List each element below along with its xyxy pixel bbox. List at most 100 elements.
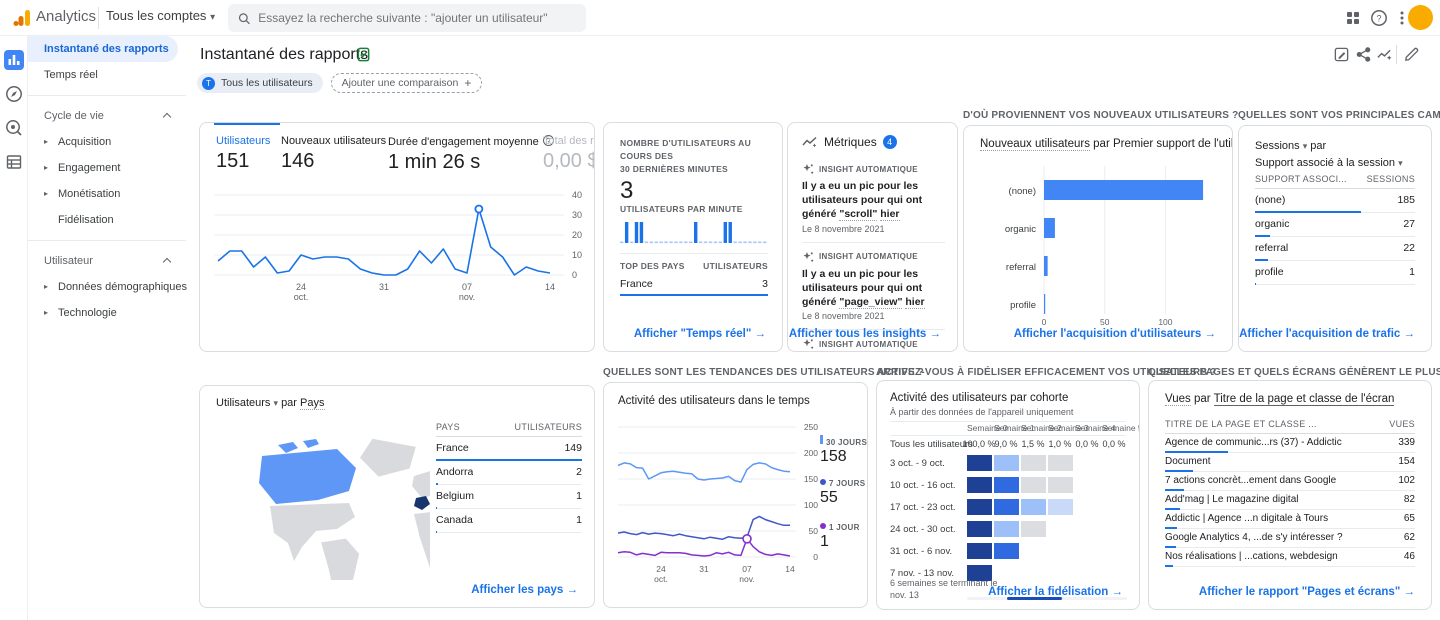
edit-icon[interactable] xyxy=(1403,46,1420,63)
account-selector[interactable]: Tous les comptes ▾ xyxy=(106,8,216,23)
cohort-cell[interactable] xyxy=(967,521,992,537)
svg-text:50: 50 xyxy=(1100,317,1110,326)
help-icon[interactable]: ? xyxy=(1370,9,1388,27)
pages-chart-title[interactable]: Vues par Titre de la page et classe de l… xyxy=(1165,393,1395,406)
sidebar-item-acquisition[interactable]: ▸ Acquisition xyxy=(28,129,186,155)
cohort-week-header: Semaine 5 xyxy=(1102,423,1140,433)
new-users-question: D'OÙ PROVIENNENT VOS NOUVEAUX UTILISATEU… xyxy=(963,110,1239,121)
help-icon[interactable]: ? xyxy=(542,135,554,146)
cohort-cell[interactable] xyxy=(1048,455,1073,471)
view-pages-report-link[interactable]: Afficher le rapport "Pages et écrans" xyxy=(1199,586,1415,598)
overview-tab-utilisateurs[interactable]: Utilisateurs 151 xyxy=(213,123,281,172)
rail-reports-icon[interactable] xyxy=(3,50,24,70)
rail-library-icon[interactable] xyxy=(4,152,24,172)
rail-advertising-icon[interactable] xyxy=(4,118,24,138)
overview-tab-duree-d-engagement-moyenne[interactable]: Durée d'engagement moyenne? 1 min 26 s xyxy=(388,135,554,174)
page-row[interactable]: Nos réalisations | ...cations, webdesign… xyxy=(1165,548,1415,567)
page-row[interactable]: Agence de communic...rs (37) - Addictic 3… xyxy=(1165,434,1415,453)
cohort-cell[interactable] xyxy=(967,499,992,515)
cohort-cell[interactable] xyxy=(1048,499,1073,515)
cohort-cell[interactable] xyxy=(994,455,1019,471)
view-realtime-link[interactable]: Afficher "Temps réel" xyxy=(634,328,766,340)
page-title: Instantané des rapports xyxy=(200,46,369,63)
navigation-rail xyxy=(0,36,28,620)
campaigns-card: Sessions ▾ par Support associé à la sess… xyxy=(1238,125,1432,352)
insights-icon[interactable] xyxy=(1376,46,1393,63)
insights-count-badge: 4 xyxy=(882,135,897,149)
apps-grid-icon[interactable] xyxy=(1344,9,1362,27)
add-comparison-chip[interactable]: Ajouter une comparaison + xyxy=(330,73,483,93)
campaign-row[interactable]: organic 27 xyxy=(1255,213,1415,237)
analytics-logo-icon[interactable] xyxy=(12,8,32,28)
campaigns-chart-title[interactable]: Sessions ▾ par Support associé à la sess… xyxy=(1255,140,1403,169)
cohort-cell[interactable] xyxy=(994,521,1019,537)
cohort-cell[interactable] xyxy=(994,499,1019,515)
view-retention-link[interactable]: Afficher la fidélisation xyxy=(988,586,1123,598)
country-row[interactable]: Belgium 1 xyxy=(436,485,582,509)
cohort-scrollbar[interactable] xyxy=(967,597,1127,600)
new-users-chart-title[interactable]: Nouveaux utilisateurs par Premier suppor… xyxy=(980,138,1233,151)
sidebar-item-utilisateur[interactable]: Utilisateur xyxy=(28,248,186,274)
cohort-cell[interactable] xyxy=(967,455,992,471)
view-all-insights-link[interactable]: Afficher tous les insights xyxy=(789,328,941,340)
page-row[interactable]: Document 154 xyxy=(1165,453,1415,472)
page-row[interactable]: Add'mag | Le magazine digital 82 xyxy=(1165,491,1415,510)
row-bar xyxy=(1255,259,1268,261)
data-quality-icon[interactable] xyxy=(356,47,371,62)
cohort-cell[interactable] xyxy=(967,477,992,493)
campaign-row[interactable]: (none) 185 xyxy=(1255,189,1415,213)
sidebar-item-technologie[interactable]: ▸ Technologie xyxy=(28,300,186,326)
svg-text:150: 150 xyxy=(804,474,818,484)
share-icon[interactable] xyxy=(1355,46,1372,63)
insight-item[interactable]: INSIGHT AUTOMATIQUE Il y a eu un pic pour… xyxy=(802,164,923,234)
campaign-row[interactable]: profile 1 xyxy=(1255,261,1415,285)
cohort-cell[interactable] xyxy=(967,565,992,581)
rail-explore-icon[interactable] xyxy=(4,84,24,104)
overview-tab-nouveaux-utilisateurs[interactable]: Nouveaux utilisateurs 146 xyxy=(281,135,387,172)
cohort-cell[interactable] xyxy=(1021,455,1046,471)
cohort-cell[interactable] xyxy=(994,477,1019,493)
table-row[interactable]: France 3 xyxy=(620,273,768,296)
country-row[interactable]: Andorra 2 xyxy=(436,461,582,485)
table-header: SUPPORT ASSOCI... SESSIONS xyxy=(1255,174,1415,189)
sidebar-item-temps-reel[interactable]: Temps réel xyxy=(44,69,98,81)
sidebar-item-engagement[interactable]: ▸ Engagement xyxy=(28,155,186,181)
sidebar-item-monetisation[interactable]: ▸ Monétisation xyxy=(28,181,186,207)
cohort-cell[interactable] xyxy=(994,543,1019,559)
page-row[interactable]: Addictic | Agence ...n digitale à Tours 6… xyxy=(1165,510,1415,529)
map-france[interactable] xyxy=(414,496,430,510)
cohort-all-users-value: 0,0 % xyxy=(1075,439,1099,449)
countries-chart-title[interactable]: Utilisateurs ▾ par Pays xyxy=(216,397,325,410)
search-input[interactable] xyxy=(258,11,576,25)
map-canada[interactable] xyxy=(259,449,356,504)
cohort-cell[interactable] xyxy=(967,543,992,559)
country-row[interactable]: Canada 1 xyxy=(436,509,582,533)
view-user-acquisition-link[interactable]: Afficher l'acquisition d'utilisateurs xyxy=(1014,328,1216,340)
overview-tab-total-des-reve[interactable]: Total des reve0,00 $ xyxy=(543,135,595,172)
page-row[interactable]: 7 actions concrèt...ement dans Google 102 xyxy=(1165,472,1415,491)
sidebar-item-instantane-des-rapports[interactable]: Instantané des rapports xyxy=(28,36,178,62)
sidebar-item-fidelisation[interactable]: Fidélisation xyxy=(58,214,114,226)
avatar[interactable] xyxy=(1408,5,1433,30)
svg-text:200: 200 xyxy=(804,448,818,458)
campaign-row[interactable]: referral 22 xyxy=(1255,237,1415,261)
pages-question: QUELLES PAGES ET QUELS ÉCRANS GÉNÈRENT L… xyxy=(1148,367,1440,378)
customize-report-icon[interactable] xyxy=(1333,46,1350,63)
search-bar[interactable] xyxy=(228,4,586,32)
row-bar xyxy=(436,531,437,533)
cohort-cell[interactable] xyxy=(1021,499,1046,515)
cohort-cell[interactable] xyxy=(1021,521,1046,537)
more-vertical-icon[interactable] xyxy=(1393,9,1411,27)
view-countries-link[interactable]: Afficher les pays xyxy=(471,584,578,596)
view-traffic-acquisition-link[interactable]: Afficher l'acquisition de trafic xyxy=(1239,328,1415,340)
cohort-cell[interactable] xyxy=(1021,477,1046,493)
cohort-cell[interactable] xyxy=(1048,477,1073,493)
nav-divider xyxy=(28,95,186,96)
insight-item[interactable]: INSIGHT AUTOMATIQUE Il y a eu un pic pour… xyxy=(802,251,925,322)
country-row[interactable]: France 149 xyxy=(436,437,582,461)
page-row[interactable]: Google Analytics 4, ...de s'y intéresser… xyxy=(1165,529,1415,548)
all-users-chip[interactable]: T Tous les utilisateurs xyxy=(197,73,323,93)
sidebar-item-cycle-de-vie[interactable]: Cycle de vie xyxy=(28,103,186,129)
sidebar-item-donnees-demographiques[interactable]: ▸ Données démographiques xyxy=(28,274,187,300)
svg-text:14: 14 xyxy=(545,282,555,292)
